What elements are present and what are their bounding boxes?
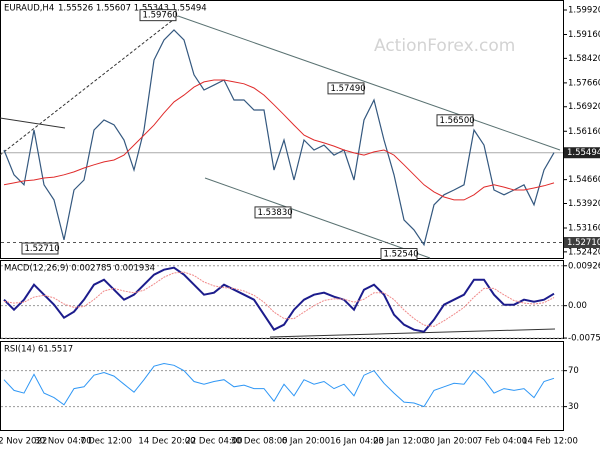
price-label: 1.55494: [567, 148, 600, 158]
swing-box: [380, 248, 418, 261]
level-label: 1.52710: [567, 238, 600, 248]
watermark: ActionForex.com: [374, 36, 515, 56]
plot-layer: [0, 15, 563, 408]
x-tick-label: 14 Feb 12:00: [522, 437, 578, 447]
swing-box: [21, 242, 59, 255]
x-tick-label: 7 Feb 04:00: [477, 437, 527, 447]
swing-label: 1.52710: [25, 244, 60, 254]
x-tick-label: 14 Dec 20:00: [138, 437, 195, 447]
y-tick-label: 1.54660: [568, 175, 600, 185]
swing-label: 1.56500: [440, 116, 475, 126]
macd-title: MACD(12,26,9) 0.002785 0.001934: [4, 264, 155, 274]
y-tick-label: 1.52420: [568, 247, 600, 257]
trend-line: [269, 328, 556, 338]
x-tick-label: 30 Jan 20:00: [424, 437, 478, 447]
y-tick-label: 1.59160: [568, 30, 600, 40]
y-tick-label: 1.56920: [568, 102, 600, 112]
y-tick-label: 1.53160: [568, 224, 600, 234]
y-tick-label: 0.009263: [568, 261, 600, 271]
x-tick-label: 7 Dec 12:00: [80, 437, 132, 447]
series-line: [3, 79, 555, 201]
swing-label: 1.53830: [258, 208, 293, 218]
y-tick-label: 30: [568, 402, 579, 412]
symbol-title: EURAUD,H4: [4, 4, 54, 14]
x-tick-label: 22 Dec 04:00: [185, 437, 242, 447]
channel-line: [204, 177, 431, 259]
ohlc: 1.55526 1.55607 1.55343 1.55494: [58, 4, 207, 14]
swing-label: 1.52540: [384, 250, 419, 260]
y-tick-label: 1.58420: [568, 54, 600, 64]
x-tick-label: 30 Dec 08:00: [230, 437, 287, 447]
x-tick-label: 30 Nov 04:00: [34, 437, 91, 447]
trend-line: [0, 15, 179, 156]
series-line: [3, 266, 555, 333]
series-line: [3, 29, 555, 247]
x-tick-label: 6 Jan 20:00: [282, 437, 330, 447]
trend-line: [0, 117, 66, 129]
y-tick-label: -0.007517: [568, 334, 600, 344]
swing-box: [327, 82, 365, 95]
series-line: [3, 362, 555, 408]
y-tick-label: 1.57660: [568, 78, 600, 88]
y-tick-label: 1.56160: [568, 127, 600, 137]
x-tick-label: 16 Jan 04:00: [330, 437, 384, 447]
price-box: [564, 147, 600, 159]
x-tick-label: 23 Jan 12:00: [373, 437, 427, 447]
y-tick-label: 1.53920: [568, 199, 600, 209]
rsi-title: RSI(14) 61.5517: [4, 345, 73, 355]
swing-box: [436, 114, 474, 127]
x-tick-label: 22 Nov 2022: [0, 437, 47, 447]
y-tick-label: 1.59920: [568, 5, 600, 15]
channel-line: [177, 15, 561, 151]
swing-label: 1.57490: [331, 84, 366, 94]
series-line: [3, 271, 555, 327]
y-tick-label: 70: [568, 366, 579, 376]
y-tick-label: 0.00: [568, 301, 587, 311]
swing-label: 1.59760: [143, 11, 178, 21]
swing-box: [139, 9, 177, 22]
swing-box: [254, 206, 292, 219]
rsi-panel: [0, 341, 564, 431]
level-box: [564, 237, 600, 249]
